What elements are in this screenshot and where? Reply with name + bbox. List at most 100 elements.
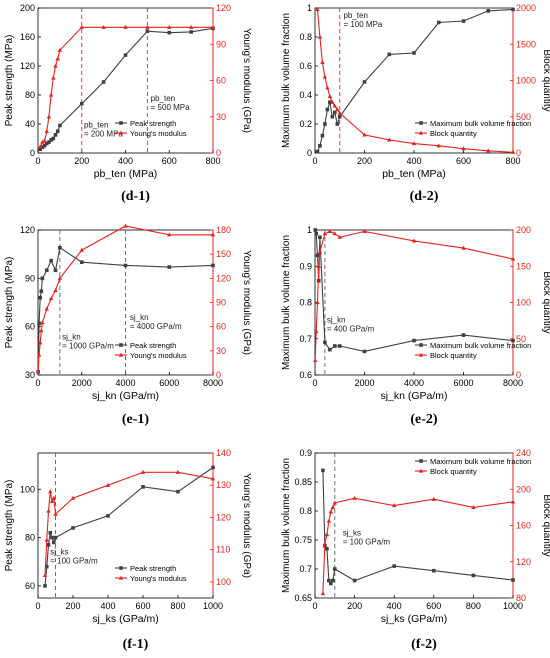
data-point [317,34,323,39]
data-point [51,75,56,80]
data-point [44,306,49,311]
data-point [50,535,54,540]
x-tick-label: 800 [205,156,220,166]
y2-axis-title: Young's modulus (GPa) [241,28,252,133]
data-point [510,256,516,261]
data-point [55,56,60,61]
data-point [511,7,515,12]
y2-tick-label: 120 [216,3,231,13]
data-point [210,24,216,29]
data-point [315,300,320,305]
x-tick-label: 6000 [159,378,179,388]
data-point [486,9,491,13]
x-tick-label: 2000 [354,378,374,388]
y2-axis-title: Block quantity [541,494,550,556]
data-point [321,468,325,473]
y-tick-label: 40 [25,119,35,129]
data-point [46,508,51,513]
panel-label: (e-1) [122,412,150,427]
y2-tick-label: 150 [516,261,531,271]
data-point [79,101,84,106]
y2-tick-label: 150 [216,249,231,259]
x-tick-label: 8000 [203,378,223,388]
x-axis-title: sj_kn (GPa/m) [92,390,159,402]
x-tick-label: 600 [162,156,177,166]
legend-marker [119,566,123,570]
data-point [332,500,337,505]
y2-tick-label: 120 [216,273,231,283]
x-tick-label: 600 [135,601,150,611]
legend-marker [118,575,124,580]
data-point [431,496,436,501]
data-point [510,499,516,504]
data-point [511,578,515,582]
x-axis-title: pb_ten (MPa) [94,168,158,180]
legend-label: Maximum bulk volume fraction [430,119,531,128]
y-tick-label: 0.6 [299,370,312,380]
chart-d-1: 0 200 400 600 800040801201602000306090120pb_… [4,3,252,204]
data-point [46,114,52,119]
data-point [337,110,342,115]
data-point [101,80,106,84]
y2-axis-title: Young's modulus (GPa) [241,250,252,355]
legend-label: Block quantity [430,351,477,360]
chart-e-1: 0 2000 4000 6000 800030609012003060901201501… [4,223,252,427]
panel-label: (d-1) [121,189,150,204]
panel-label: (d-2) [410,189,439,204]
data-point [189,30,193,34]
data-point [322,231,328,236]
y2-tick-label: 180 [216,225,231,235]
y2-axis-title: Block quantity [541,49,550,111]
data-point [511,338,515,343]
y-axis-title: Peak strength (MPa) [4,35,15,127]
data-point [47,140,51,144]
y-tick-label: 0.9 [299,261,312,271]
data-point [40,320,45,325]
threshold-label: sj_kn [327,315,346,324]
data-point [44,128,49,133]
data-point [48,92,54,97]
data-point [167,232,172,237]
data-point [38,147,42,152]
data-point [324,532,330,537]
y2-axis-title: Block quantity [541,271,550,333]
data-point [411,238,417,243]
data-point [40,139,45,144]
data-point [53,288,58,293]
data-point [362,349,367,354]
y2-tick-label: 80 [516,593,526,603]
x-axis-title: sj_ks (GPa/m) [92,613,159,625]
data-point [332,231,337,236]
data-point [392,503,397,508]
y2-tick-label: 50 [516,334,526,344]
plot-frame [37,7,214,154]
y-tick-label: 80 [25,533,35,543]
data-point [140,469,146,474]
data-point [167,265,172,269]
data-point [323,122,327,126]
x-tick-label: 400 [406,156,421,166]
panel-label: (f-2) [411,637,437,652]
data-point [51,136,56,141]
data-point [320,133,325,138]
legend-label: Peak strength [130,341,176,350]
legend-label: Maximum bulk volume fraction [430,341,531,350]
series-line-left [39,27,214,150]
data-point [327,94,333,99]
data-point [175,469,181,474]
x-tick-label: 0 [312,378,317,388]
data-point [123,24,128,29]
y2-tick-label: 90 [216,39,226,49]
legend-label: Young's modulus [130,351,187,360]
data-point [328,347,332,352]
data-point [105,482,111,487]
data-point [53,133,58,137]
x-tick-label: 600 [426,601,441,611]
chart-e-2: 0 2000 4000 6000 8000 0.6 0.7 0.8 0.9 1 0 50 100 150 2… [281,225,550,427]
data-point [211,263,215,268]
data-point [412,338,416,343]
chart-f-2: 0 200 400 600 800 1000 0.65 0.7 0.75 0.8 0.85 0.9 80… [281,448,550,652]
y-tick-label: 120 [20,61,35,71]
legend-label: Block quantity [430,129,477,138]
x-tick-label: 2000 [72,378,92,388]
